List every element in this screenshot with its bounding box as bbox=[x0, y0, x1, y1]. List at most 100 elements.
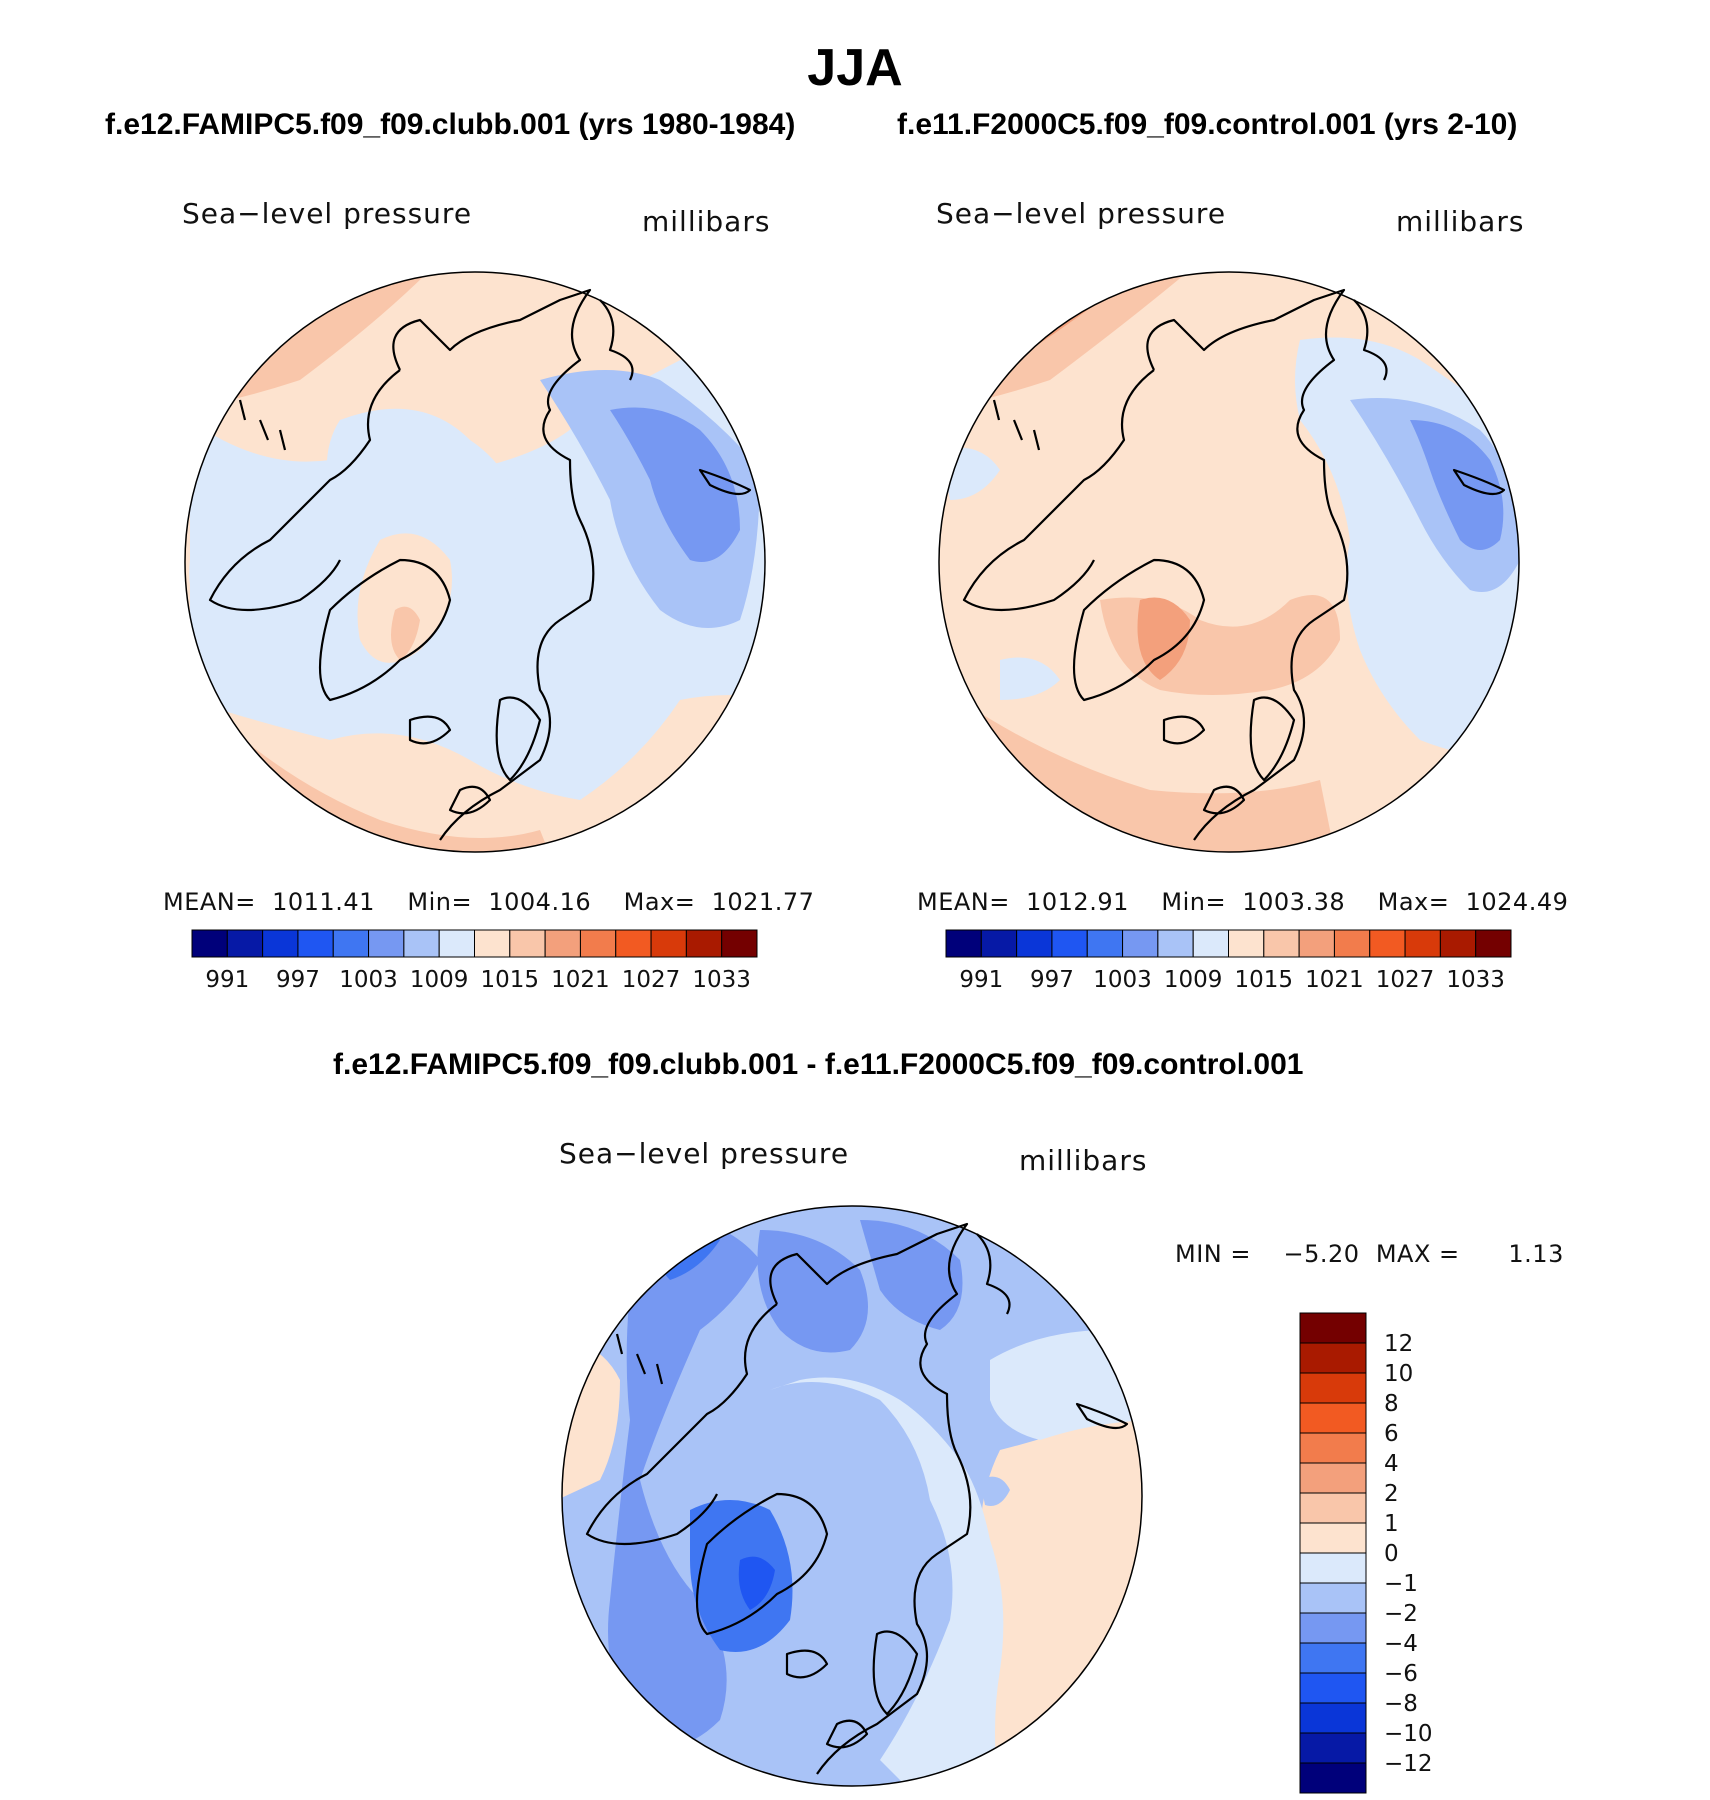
panel3-colorbar-box bbox=[1299, 1672, 1367, 1704]
panel2-colorbar-box bbox=[1016, 929, 1053, 958]
panel1-max-value: 1021.77 bbox=[711, 888, 815, 916]
panel3-ne-minus4 bbox=[860, 1220, 963, 1330]
panel3-north-minus4 bbox=[757, 1230, 868, 1353]
panel2-colorbar-box bbox=[1369, 929, 1406, 958]
panel2-colorbar-box bbox=[1404, 929, 1441, 958]
panel2-colorbar-box bbox=[1333, 929, 1371, 958]
panel2-mean-value: 1012.91 bbox=[1026, 888, 1129, 916]
panel3-colorbar-box bbox=[1299, 1582, 1367, 1614]
panel2-colorbar-box bbox=[1192, 929, 1229, 958]
panel2-colorbar-tick-label: 1009 bbox=[1164, 967, 1223, 993]
panel1-arctic-low bbox=[326, 408, 522, 587]
panel3-map bbox=[561, 1205, 1143, 1787]
panel1-colorbar-tick-label: 1015 bbox=[481, 967, 540, 993]
panel2-units-label: millibars bbox=[1396, 205, 1525, 238]
panel1-colorbar-box bbox=[615, 929, 652, 958]
panel1-colorbar-box bbox=[650, 929, 687, 958]
panel2-colorbar-box bbox=[1439, 929, 1477, 958]
panel1-colorbar-box bbox=[368, 929, 405, 958]
panel2-colorbar-box bbox=[1122, 929, 1159, 958]
panel3-contour-minus1 bbox=[770, 1377, 1004, 1786]
panel1-colorbar-box bbox=[262, 929, 299, 958]
panel2-colorbar-box bbox=[1086, 929, 1124, 958]
panel3-colorbar-box bbox=[1299, 1462, 1367, 1494]
panel1-colorbar-box bbox=[191, 929, 228, 958]
panel3-east-patch bbox=[980, 1476, 1010, 1506]
panel2-mean-label: MEAN= bbox=[917, 888, 1010, 916]
panel1-title: f.e12.FAMIPC5.f09_f09.clubb.001 (yrs 198… bbox=[105, 108, 796, 141]
panel1-contour-1006 bbox=[540, 370, 760, 628]
panel1-colorbar-box bbox=[579, 929, 617, 958]
panel2-colorbar-tick-label: 1027 bbox=[1376, 967, 1435, 993]
panel3-stats: MIN = −5.20 MAX = 1.13 bbox=[1175, 1240, 1564, 1268]
panel3-colorbar-tick-label: −4 bbox=[1384, 1631, 1418, 1657]
panel1-west-patch bbox=[189, 552, 260, 630]
panel1-colorbar-box bbox=[438, 929, 475, 958]
panel3-colorbar-box bbox=[1299, 1522, 1367, 1554]
panel1-stats: MEAN= 1011.41 Min= 1004.16 Max= 1021.77 bbox=[163, 888, 814, 916]
panel1-colorbar-box bbox=[474, 929, 511, 958]
panel1-colorbar-box bbox=[721, 929, 758, 958]
panel3-colorbar-box bbox=[1299, 1642, 1367, 1674]
panel3-colorbar-box bbox=[1299, 1612, 1367, 1644]
panel3-colorbar-tick-label: 10 bbox=[1384, 1361, 1413, 1387]
panel3-colorbar-tick-label: 12 bbox=[1384, 1331, 1413, 1357]
panel1-max-label: Max= bbox=[623, 888, 696, 916]
panel1-coastlines bbox=[208, 288, 752, 841]
panel3-colorbar-tick-label: 8 bbox=[1384, 1391, 1399, 1417]
figure-title: JJA bbox=[807, 39, 903, 97]
panel1-colorbar-tick-label: 1033 bbox=[692, 967, 751, 993]
panel3-coastlines bbox=[585, 1222, 1129, 1775]
panel3-colorbar-tick-label: 6 bbox=[1384, 1421, 1399, 1447]
panel2-colorbar-tick-label: 1015 bbox=[1235, 967, 1294, 993]
panel2-colorbar-box bbox=[980, 929, 1018, 958]
panel2-map bbox=[938, 271, 1520, 853]
panel1-contour-1003 bbox=[610, 407, 740, 562]
panel3-title: f.e12.FAMIPC5.f09_f09.clubb.001 - f.e11.… bbox=[333, 1048, 1304, 1081]
panel1-colorbar-box bbox=[332, 929, 370, 958]
panel2-colorbar-tick-label: 1033 bbox=[1446, 967, 1505, 993]
panel1-mean-label: MEAN= bbox=[163, 888, 256, 916]
panel3-colorbar-tick-label: 2 bbox=[1384, 1481, 1399, 1507]
panel2-map-border bbox=[938, 271, 1520, 853]
panel2-west-patch bbox=[1000, 657, 1060, 700]
panel3-max-label: MAX = bbox=[1375, 1240, 1460, 1268]
panel2-colorbar-box bbox=[945, 929, 982, 958]
panel3-colorbar-tick-label: −6 bbox=[1384, 1661, 1418, 1687]
panel2-colorbar-box bbox=[1298, 929, 1335, 958]
panel1-mean-value: 1011.41 bbox=[272, 888, 375, 916]
panel3-colorbar-box bbox=[1299, 1342, 1367, 1374]
panel2-title: f.e11.F2000C5.f09_f09.control.001 (yrs 2… bbox=[897, 108, 1518, 141]
panel2-colorbar-tick-label: 997 bbox=[1030, 967, 1074, 993]
panel1-map-border bbox=[184, 271, 766, 853]
panel1-colorbar-tick-label: 1003 bbox=[339, 967, 398, 993]
panel3-colorbar-tick-label: −12 bbox=[1384, 1751, 1433, 1777]
panel2-colorbar: 991 997 1003 1009 1015 1021 1027 1033 bbox=[945, 929, 1512, 993]
panel3-colorbar-box bbox=[1299, 1552, 1367, 1584]
panel3-colorbar-box bbox=[1299, 1762, 1367, 1794]
panel3-min-value: −5.20 bbox=[1283, 1240, 1360, 1268]
panel2-max-label: Max= bbox=[1377, 888, 1450, 916]
panel2-min-label: Min= bbox=[1161, 888, 1227, 916]
panel1-variable-label: Sea−level pressure bbox=[182, 197, 473, 230]
panel1-colorbar-box bbox=[297, 929, 334, 958]
panel2-max-value: 1024.49 bbox=[1465, 888, 1569, 916]
panel1-colorbar: 991 997 1003 1009 1015 1021 1027 1033 bbox=[191, 929, 758, 993]
panel1-min-label: Min= bbox=[407, 888, 473, 916]
panel1-colorbar-box bbox=[544, 929, 581, 958]
panel2-colorbar-tick-label: 991 bbox=[959, 967, 1003, 993]
panel2-colorbar-box bbox=[1157, 929, 1194, 958]
panel3-colorbar-tick-label: −8 bbox=[1384, 1691, 1418, 1717]
panel3-colorbar-tick-label: −10 bbox=[1384, 1721, 1433, 1747]
panel2-colorbar-box bbox=[1228, 929, 1265, 958]
panel2-contour-1003 bbox=[1410, 420, 1504, 550]
panel1-colorbar-box bbox=[685, 929, 723, 958]
panel2-variable-label: Sea−level pressure bbox=[936, 197, 1227, 230]
panel3-colorbar-tick-label: 1 bbox=[1384, 1511, 1399, 1537]
panel3-contour-minus4 bbox=[608, 1218, 760, 1747]
panel2-colorbar-box bbox=[1263, 929, 1300, 958]
panel3-colorbar-tick-label: 0 bbox=[1384, 1541, 1399, 1567]
panel2-greenland-core bbox=[1137, 597, 1190, 680]
